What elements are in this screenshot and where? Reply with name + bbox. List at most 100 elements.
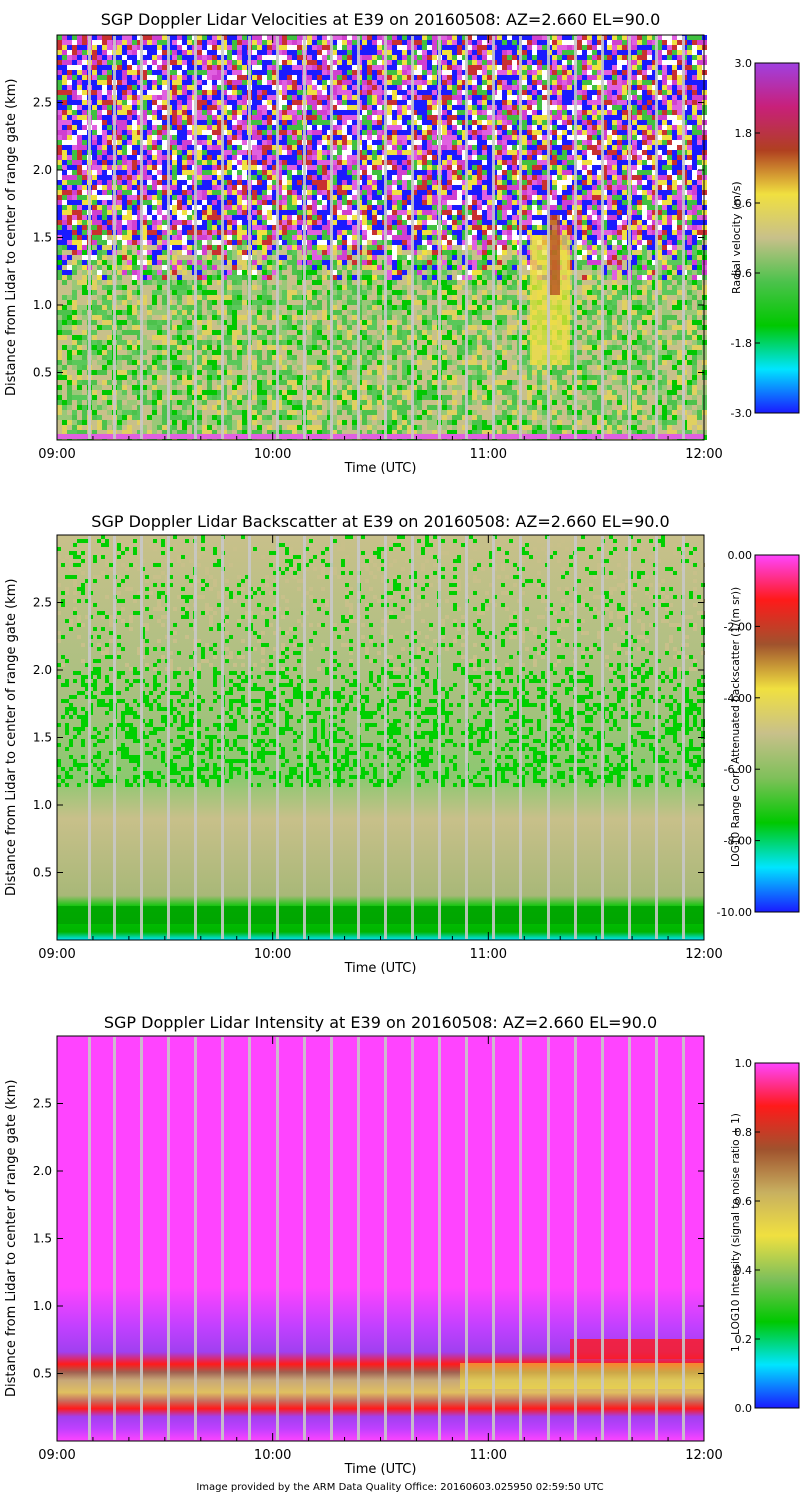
velocity-panel: SGP Doppler Lidar Velocities at E39 on 2… (0, 10, 800, 480)
gap-line (330, 1037, 333, 1440)
backscatter-plot: 0.5 1.0 1.5 2.0 2.5 09:00 10:00 11:00 12:00 0.00 -… (33, 534, 800, 962)
y-tick-label: 1.0 (33, 298, 52, 312)
gap-line (465, 1037, 468, 1440)
y-tick-label: 2.5 (33, 1097, 52, 1111)
gap-line (574, 36, 577, 439)
data-gap-lines (88, 1037, 685, 1440)
colorbar-tick-label: -8.00 (724, 835, 752, 848)
gap-line (140, 536, 143, 939)
colorbar-tick-label: -4.00 (724, 692, 752, 705)
gap-line (411, 536, 414, 939)
updraft-core (548, 215, 560, 295)
x-tick-label: 09:00 (38, 947, 75, 962)
backscatter-heatmap (57, 535, 705, 940)
intensity-title: SGP Doppler Lidar Intensity at E39 on 20… (103, 1013, 658, 1032)
colorbar-tick-label: 3.0 (735, 57, 753, 70)
gap-line (411, 36, 414, 439)
gap-line (628, 536, 631, 939)
y-tick-label: 1.5 (33, 731, 52, 745)
yellow-core (460, 1363, 704, 1389)
y-tick-label: 2.0 (33, 1164, 52, 1178)
x-tick-label: 12:00 (685, 447, 722, 462)
gap-line (384, 1037, 387, 1440)
gap-line (547, 1037, 550, 1440)
colorbar-tick-label: 0.00 (728, 549, 753, 562)
gap-line (601, 536, 604, 939)
gap-line (113, 36, 116, 439)
gap-line (167, 36, 170, 439)
colorbar-tick-label: -0.6 (731, 267, 752, 280)
gap-line (113, 1037, 116, 1440)
gap-line (140, 36, 143, 439)
y-tick-label: 2.5 (33, 596, 52, 610)
x-tick-label: 11:00 (470, 447, 507, 462)
gap-line (384, 36, 387, 439)
colorbar-tick-label: 1.8 (735, 127, 753, 140)
gap-line (357, 536, 360, 939)
colorbar-tick-label: 0.2 (735, 1333, 753, 1346)
data-gap-lines (88, 536, 685, 939)
gap-line (465, 536, 468, 939)
gap-line (357, 1037, 360, 1440)
gap-line (167, 536, 170, 939)
colorbar-tick-label: 0.6 (735, 1195, 753, 1208)
intensity-panel: SGP Doppler Lidar Intensity at E39 on 20… (0, 1013, 800, 1483)
gap-line (221, 1037, 224, 1440)
gap-line (628, 36, 631, 439)
gap-line (411, 1037, 414, 1440)
gap-line (655, 36, 658, 439)
colorbar-tick-label: 0.6 (735, 197, 753, 210)
footer-credit: Image provided by the ARM Data Quality O… (196, 1482, 604, 1493)
gap-line (88, 1037, 91, 1440)
gap-line (682, 36, 685, 439)
gap-line (601, 36, 604, 439)
colorbar-tick-label: -2.00 (724, 620, 752, 633)
gap-line (276, 536, 279, 939)
gap-line (140, 1037, 143, 1440)
gap-line (384, 536, 387, 939)
colorbar (754, 554, 800, 913)
y-tick-label: 1.0 (33, 1299, 52, 1313)
gap-line (194, 536, 197, 939)
gap-line (167, 1037, 170, 1440)
gap-line (330, 536, 333, 939)
gap-line (330, 36, 333, 439)
gap-line (88, 36, 91, 439)
colorbar (754, 1062, 800, 1409)
gap-line (519, 1037, 522, 1440)
colorbar-tick-label: -1.8 (731, 337, 752, 350)
gap-line (519, 536, 522, 939)
x-tick-label: 12:00 (685, 1448, 722, 1463)
colorbar (754, 62, 800, 414)
gap-line (492, 536, 495, 939)
gap-line (547, 536, 550, 939)
gap-line (221, 36, 224, 439)
gap-line (519, 36, 522, 439)
gap-line (492, 1037, 495, 1440)
gap-line (194, 36, 197, 439)
gap-line (88, 536, 91, 939)
y-tick-label: 1.5 (33, 1232, 52, 1246)
y-tick-label: 0.5 (33, 366, 52, 380)
velocity-plot: 0.5 1.0 1.5 2.0 2.5 09:00 10:00 11:00 12:00 3.0 1.… (33, 34, 800, 462)
gap-line (547, 36, 550, 439)
gap-line (438, 36, 441, 439)
colorbar-tick-label: 1.0 (735, 1057, 753, 1070)
colorbar-tick-label: 0.0 (735, 1402, 753, 1415)
gap-line (655, 1037, 658, 1440)
colorbar-tick-label: -6.00 (724, 763, 752, 776)
colorbar-tick-label: 0.8 (735, 1126, 753, 1139)
velocity-xlabel: Time (UTC) (344, 461, 417, 476)
intensity-plot: 0.5 1.0 1.5 2.0 2.5 09:00 10:00 11:00 12:00 1.0 0.… (33, 1035, 800, 1463)
velocity-title: SGP Doppler Lidar Velocities at E39 on 2… (100, 10, 661, 29)
gap-line (574, 536, 577, 939)
gap-line (682, 536, 685, 939)
y-tick-label: 1.0 (33, 798, 52, 812)
gap-line (303, 1037, 306, 1440)
intensity-heatmap (57, 1036, 704, 1441)
gap-line (682, 1037, 685, 1440)
x-tick-label: 09:00 (38, 1448, 75, 1463)
gap-line (113, 536, 116, 939)
backscatter-xlabel: Time (UTC) (344, 961, 417, 976)
y-tick-label: 1.5 (33, 231, 52, 245)
